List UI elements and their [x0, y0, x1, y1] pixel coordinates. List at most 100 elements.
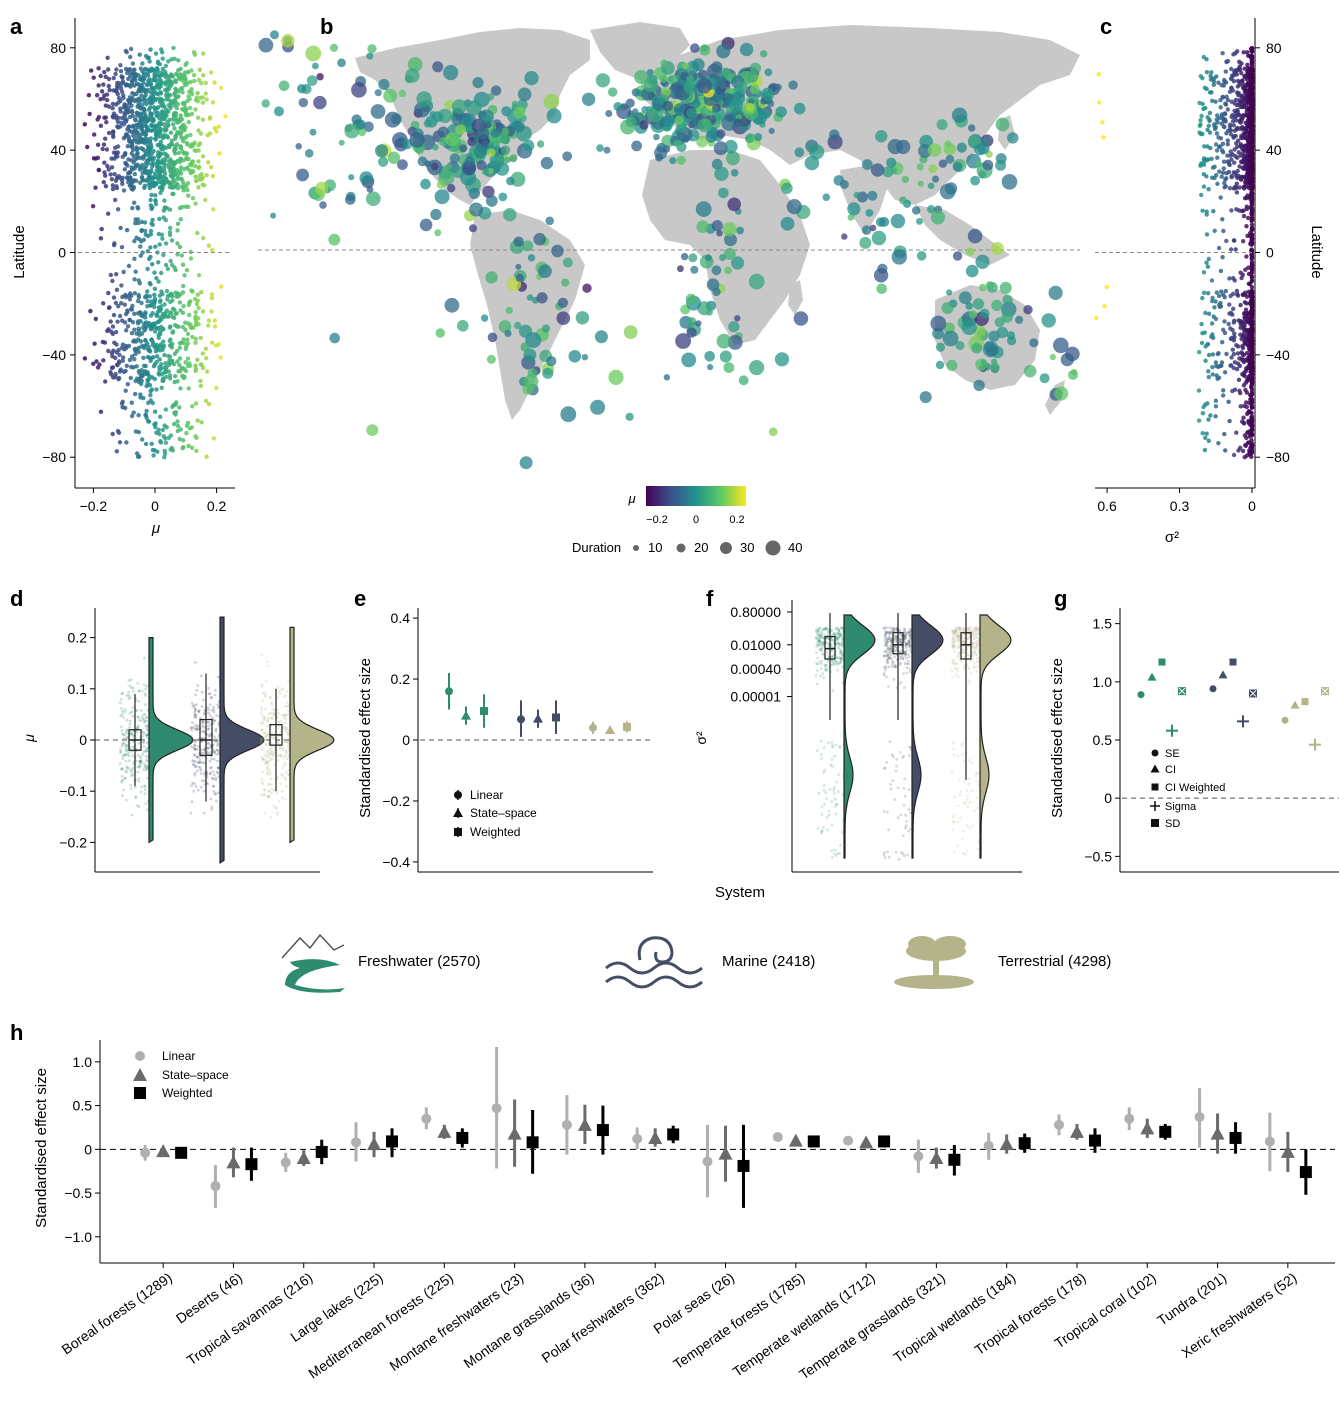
jitter-point: [215, 759, 219, 763]
site-point: [719, 350, 732, 363]
mu-point: [158, 133, 164, 139]
site-point: [935, 360, 945, 370]
site-point: [968, 310, 978, 319]
mu-point: [165, 266, 171, 271]
site-point: [556, 311, 571, 326]
mu-point: [185, 356, 191, 361]
site-point: [711, 220, 723, 232]
jitter-point: [120, 745, 124, 748]
panel-a-points: [82, 45, 228, 460]
sigma2-point: [1206, 374, 1212, 380]
mu-point: [195, 230, 200, 236]
mu-point: [150, 164, 155, 169]
site-point: [682, 62, 689, 70]
sigma2-point: [1202, 144, 1207, 149]
sigma2-point: [1249, 256, 1254, 262]
site-point: [1015, 315, 1024, 324]
sigma2-point: [1234, 181, 1240, 186]
mu-point: [168, 337, 173, 342]
sigma2-point: [1212, 164, 1217, 169]
jitter-point: [122, 737, 126, 741]
sigma2-point: [1249, 427, 1255, 433]
sigma2-point: [1232, 360, 1238, 365]
site-point: [434, 189, 450, 205]
sigma2-point: [1249, 416, 1255, 422]
jitter-point: [141, 713, 145, 717]
mu-point: [105, 55, 110, 60]
mu-point: [188, 132, 193, 138]
mu-point: [178, 156, 183, 161]
sigma2-point: [1223, 448, 1228, 453]
duration-size-40: [765, 540, 781, 556]
mu-point: [114, 185, 120, 191]
mu-point: [116, 95, 122, 101]
sigma2-point: [1240, 78, 1245, 83]
sigma2-point: [1235, 78, 1241, 84]
mu-point: [170, 161, 176, 166]
mu-point: [162, 151, 167, 156]
jitter-point: [193, 754, 197, 757]
mu-point: [106, 83, 112, 89]
mu-point: [173, 373, 178, 379]
mu-point: [167, 325, 173, 330]
mu-point: [96, 114, 102, 120]
site-point: [1054, 386, 1069, 401]
mu-point: [161, 208, 166, 213]
sigma2-point: [1227, 276, 1232, 281]
mu-point: [177, 436, 182, 442]
jitter-point: [121, 757, 125, 760]
site-point: [955, 341, 965, 351]
sigma2-point: [1244, 254, 1249, 259]
mu-point: [184, 268, 190, 273]
site-point: [581, 354, 589, 361]
mu-point: [164, 365, 169, 370]
mu-point: [152, 448, 157, 453]
mu-point: [148, 228, 154, 234]
site-point: [761, 87, 775, 101]
y-tick-label: 0: [58, 245, 66, 261]
jitter-point: [127, 726, 131, 729]
mu-point: [102, 160, 107, 165]
mu-point: [149, 192, 154, 198]
site-point: [561, 278, 570, 287]
site-point: [409, 132, 425, 148]
mu-point: [206, 401, 212, 407]
sigma2-point: [1249, 354, 1254, 359]
site-point: [469, 202, 484, 217]
site-point: [480, 314, 489, 322]
mu-point: [154, 182, 159, 187]
mu-point: [148, 112, 153, 117]
mu-point: [151, 453, 156, 458]
site-point: [487, 167, 494, 175]
sigma2-point: [1240, 98, 1245, 104]
mu-point: [206, 323, 211, 328]
jitter-point: [130, 771, 133, 775]
site-point: [543, 93, 560, 110]
mu-point: [93, 185, 98, 190]
mu-point: [167, 207, 173, 212]
sigma2-point: [1207, 90, 1213, 95]
mu-point: [178, 146, 183, 151]
site-point: [423, 119, 432, 128]
mu-point: [87, 111, 92, 117]
mu-point: [156, 279, 161, 284]
mu-point: [129, 331, 135, 336]
site-point: [568, 350, 582, 363]
sigma2-point: [1198, 74, 1204, 79]
mu-point: [140, 162, 145, 168]
sigma2-point: [1240, 146, 1245, 151]
mu-point: [180, 85, 185, 91]
jitter-point: [259, 712, 263, 716]
site-point: [991, 299, 1003, 312]
jitter-point: [260, 653, 264, 657]
site-point: [744, 134, 754, 143]
mu-point: [116, 377, 121, 382]
site-point: [696, 220, 709, 233]
site-point: [979, 308, 990, 319]
sigma2-point: [1241, 208, 1246, 213]
mu-point: [125, 163, 130, 168]
mu-point: [138, 139, 143, 144]
sigma2-point: [1204, 212, 1209, 217]
mu-point: [196, 128, 201, 133]
